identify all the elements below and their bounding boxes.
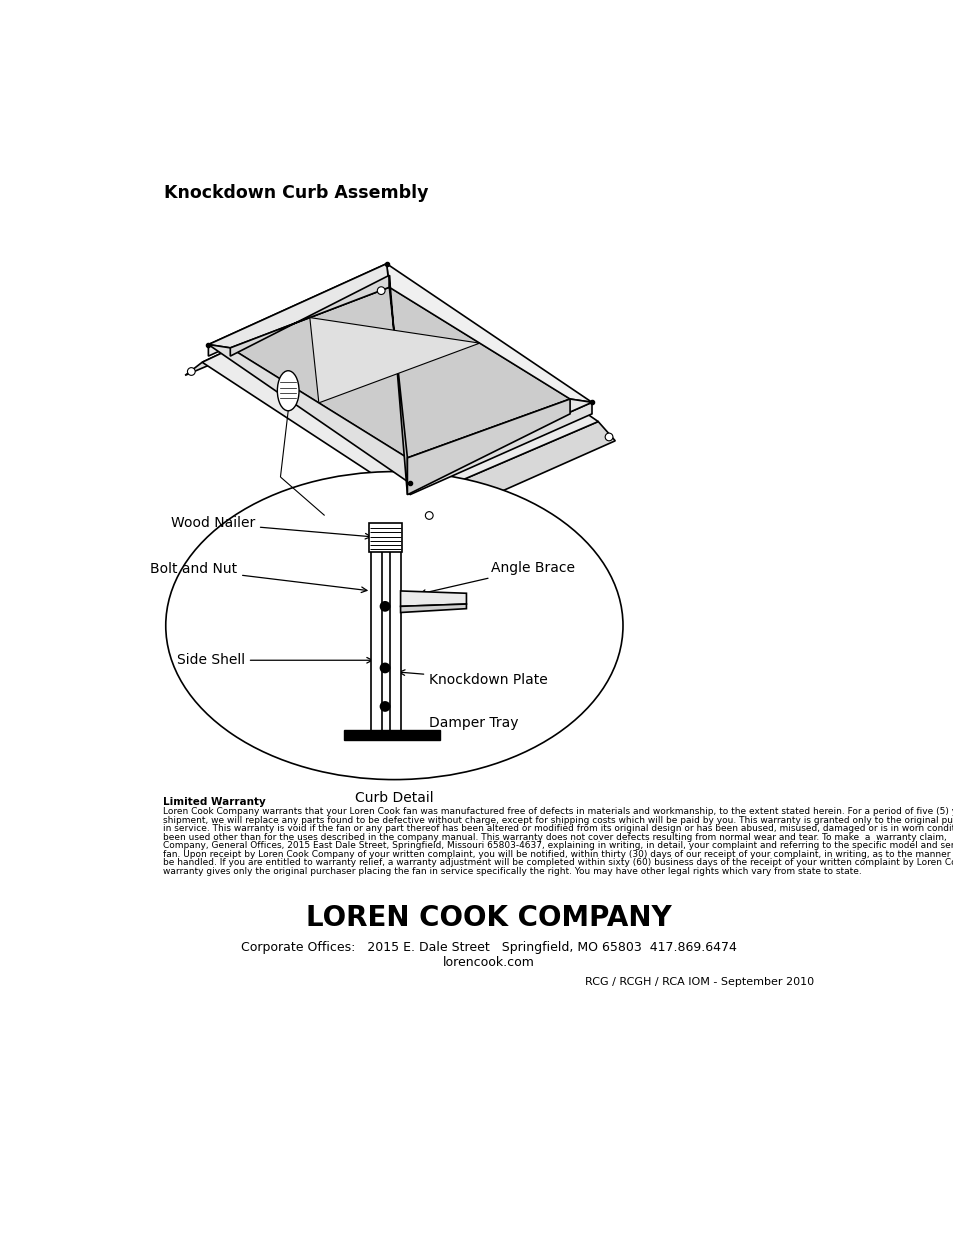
Polygon shape (390, 541, 400, 737)
Polygon shape (344, 730, 439, 740)
Circle shape (604, 433, 612, 441)
Text: Corporate Offices:   2015 E. Dale Street   Springfield, MO 65803  417.869.6474: Corporate Offices: 2015 E. Dale Street S… (241, 941, 736, 955)
Text: lorencook.com: lorencook.com (442, 956, 535, 969)
Text: be handled. If you are entitled to warranty relief, a warranty adjustment will b: be handled. If you are entitled to warra… (163, 858, 953, 867)
Polygon shape (310, 317, 479, 403)
Polygon shape (386, 264, 592, 403)
Polygon shape (386, 264, 410, 495)
Circle shape (379, 601, 390, 611)
Polygon shape (389, 275, 407, 495)
Ellipse shape (166, 472, 622, 779)
Polygon shape (410, 403, 592, 495)
Circle shape (425, 511, 433, 520)
Ellipse shape (277, 370, 298, 411)
Polygon shape (407, 399, 570, 495)
Circle shape (377, 287, 385, 294)
Text: RCG / RCGH / RCA IOM - September 2010: RCG / RCGH / RCA IOM - September 2010 (585, 977, 814, 988)
Text: Angle Brace: Angle Brace (419, 561, 575, 595)
Circle shape (379, 701, 390, 711)
Circle shape (187, 368, 195, 375)
Text: Damper Tray: Damper Tray (412, 716, 518, 736)
Text: fan. Upon receipt by Loren Cook Company of your written complaint, you will be n: fan. Upon receipt by Loren Cook Company … (163, 850, 953, 858)
Text: in service. This warranty is void if the fan or any part thereof has been altere: in service. This warranty is void if the… (163, 824, 953, 834)
Polygon shape (202, 275, 598, 501)
Text: been used other than for the uses described in the company manual. This warranty: been used other than for the uses descri… (163, 832, 953, 842)
Text: shipment, we will replace any parts found to be defective without charge, except: shipment, we will replace any parts foun… (163, 816, 953, 825)
Polygon shape (230, 288, 570, 458)
Text: warranty gives only the original purchaser placing the fan in service specifical: warranty gives only the original purchas… (163, 867, 862, 876)
Text: Knockdown Plate: Knockdown Plate (399, 669, 547, 687)
Text: Company, General Offices, 2015 East Dale Street, Springfield, Missouri 65803-463: Company, General Offices, 2015 East Dale… (163, 841, 953, 850)
Text: Side Shell: Side Shell (176, 653, 372, 667)
Polygon shape (414, 421, 615, 521)
Polygon shape (371, 541, 381, 737)
Polygon shape (407, 399, 592, 483)
Text: Bolt and Nut: Bolt and Nut (150, 562, 367, 593)
Polygon shape (230, 275, 389, 356)
Text: Limited Warranty: Limited Warranty (163, 798, 266, 808)
Polygon shape (400, 604, 466, 613)
Polygon shape (208, 264, 386, 356)
Circle shape (379, 662, 390, 673)
Text: LOREN COOK COMPANY: LOREN COOK COMPANY (306, 904, 671, 932)
Text: Wood Nailer: Wood Nailer (171, 516, 371, 538)
Polygon shape (400, 592, 466, 606)
Polygon shape (208, 264, 389, 348)
Polygon shape (369, 524, 402, 552)
Polygon shape (185, 275, 386, 375)
Polygon shape (375, 275, 433, 521)
Polygon shape (208, 345, 410, 483)
Text: Curb Detail: Curb Detail (355, 792, 434, 805)
Text: Loren Cook Company warrants that your Loren Cook fan was manufactured free of de: Loren Cook Company warrants that your Lo… (163, 808, 953, 816)
Text: Knockdown Curb Assembly: Knockdown Curb Assembly (164, 184, 428, 203)
